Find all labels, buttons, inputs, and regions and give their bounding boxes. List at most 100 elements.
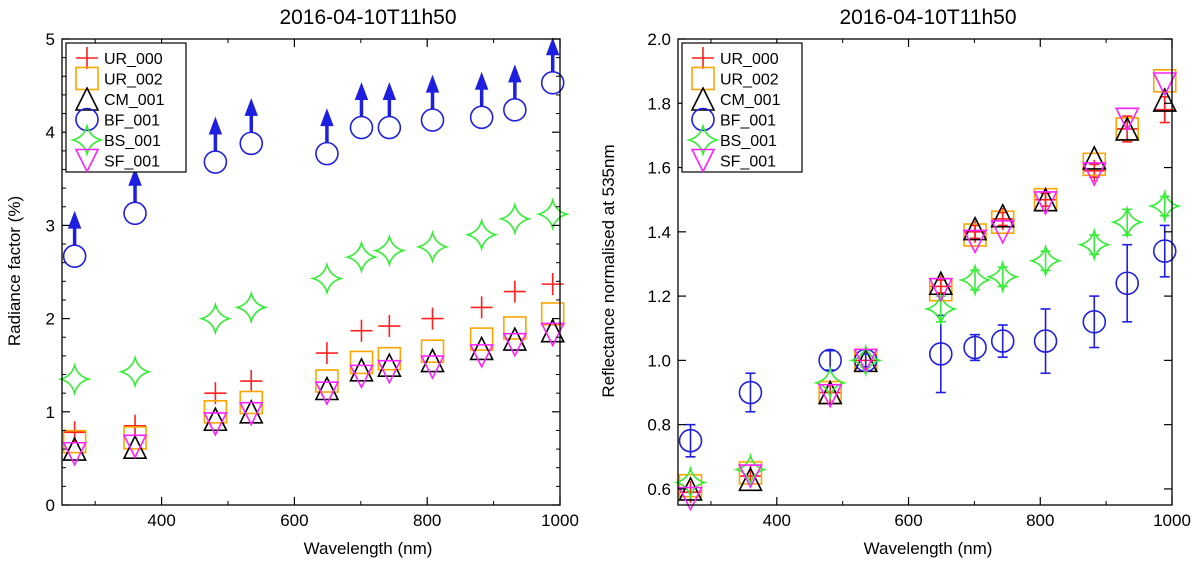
data-marks bbox=[57, 37, 570, 467]
data-point bbox=[962, 215, 988, 241]
x-tick-label: 1000 bbox=[1153, 511, 1191, 530]
data-point bbox=[122, 434, 148, 460]
data-point bbox=[420, 347, 445, 373]
data-point bbox=[1082, 310, 1107, 334]
data-point bbox=[990, 329, 1015, 353]
legend-label: UR_002 bbox=[104, 72, 163, 89]
lower-limit-arrow-head bbox=[474, 71, 489, 90]
data-point bbox=[314, 375, 340, 401]
data-point bbox=[469, 344, 494, 369]
x-tick-label: 400 bbox=[147, 511, 175, 530]
data-point bbox=[1114, 107, 1140, 133]
data-point bbox=[238, 401, 264, 427]
y-tick-label: 0.6 bbox=[647, 480, 671, 499]
lower-limit-arrow-head bbox=[244, 97, 258, 116]
legend-label: UR_000 bbox=[720, 51, 779, 68]
data-point bbox=[738, 466, 763, 492]
legend-marker bbox=[691, 107, 715, 132]
data-point bbox=[990, 202, 1016, 228]
data-point bbox=[963, 223, 987, 247]
data-point bbox=[733, 452, 768, 487]
y-tick-label: 1.2 bbox=[647, 287, 671, 306]
y-tick-label: 5 bbox=[46, 30, 55, 49]
data-point bbox=[497, 201, 532, 236]
data-point bbox=[315, 342, 338, 365]
data-point bbox=[1081, 162, 1107, 187]
y-tick-label: 0.8 bbox=[647, 416, 671, 435]
data-point bbox=[1115, 271, 1140, 296]
legend-label: BF_001 bbox=[104, 113, 160, 130]
series-sf-001 bbox=[678, 72, 1178, 512]
normalised-reflectance-chart: 2016-04-10T11h50 Wavelength (nm) Reflect… bbox=[599, 6, 1191, 558]
data-point bbox=[1114, 116, 1140, 141]
data-point bbox=[958, 262, 993, 298]
data-point bbox=[673, 465, 708, 500]
radiance-factor-chart: 2016-04-10T11h50 Wavelength (nm) Radianc… bbox=[5, 6, 579, 558]
data-point bbox=[469, 335, 494, 361]
data-point bbox=[62, 429, 87, 454]
x-tick-label: 800 bbox=[1026, 511, 1054, 530]
y-tick-label: 1.6 bbox=[647, 159, 671, 178]
data-point bbox=[535, 197, 570, 232]
legend-label: CM_001 bbox=[720, 92, 781, 109]
axis-ticks: 400 600 800 1000 0.6 0.8 1.0 1.2 1.4 1.6 1.8 2.0 bbox=[647, 30, 1191, 530]
data-point bbox=[540, 322, 565, 348]
x-tick-label: 400 bbox=[763, 511, 791, 530]
data-point bbox=[817, 379, 843, 405]
data-point bbox=[349, 350, 374, 375]
legend-item: UR_000 bbox=[692, 47, 779, 69]
data-point bbox=[377, 359, 402, 385]
series-cm-001 bbox=[678, 87, 1178, 501]
data-point bbox=[464, 217, 499, 252]
data-point bbox=[1152, 68, 1177, 93]
legend-marker bbox=[690, 148, 716, 174]
data-marks bbox=[673, 68, 1182, 512]
legend-marker bbox=[692, 47, 714, 69]
legend-marker bbox=[76, 47, 98, 69]
data-point bbox=[124, 414, 147, 437]
x-tick-label: 600 bbox=[280, 511, 308, 530]
data-point bbox=[378, 315, 401, 338]
x-tick-label: 1000 bbox=[541, 511, 579, 530]
data-point bbox=[928, 277, 954, 303]
legend-label: UR_000 bbox=[104, 51, 163, 68]
data-point bbox=[540, 302, 565, 326]
y-tick-label: 0 bbox=[46, 496, 55, 515]
legend-marker bbox=[74, 86, 100, 111]
data-point bbox=[1152, 72, 1178, 97]
data-point bbox=[1147, 189, 1182, 224]
chart-title: 2016-04-10T11h50 bbox=[279, 6, 456, 29]
series-cm-001 bbox=[62, 317, 565, 461]
data-point bbox=[377, 346, 402, 371]
data-point bbox=[122, 434, 148, 460]
data-point bbox=[678, 486, 703, 512]
plot-frame bbox=[61, 38, 561, 506]
data-point bbox=[377, 115, 402, 140]
data-point bbox=[314, 381, 340, 406]
data-point bbox=[1152, 239, 1177, 263]
data-point bbox=[1028, 243, 1063, 278]
legend-item: BF_001 bbox=[75, 107, 160, 132]
data-point bbox=[1033, 191, 1058, 216]
y-axis-label: Radiance factor (%) bbox=[5, 196, 24, 346]
y-tick-label: 1.4 bbox=[647, 223, 671, 242]
data-point bbox=[118, 354, 153, 389]
data-point bbox=[415, 229, 450, 264]
data-point bbox=[1033, 329, 1058, 353]
y-tick-label: 3 bbox=[46, 216, 55, 235]
y-tick-label: 1.0 bbox=[647, 351, 671, 370]
data-point bbox=[420, 355, 445, 380]
lower-limit-arrow-head bbox=[67, 210, 82, 229]
y-axis-label: Reflectance normalised at 535nm bbox=[599, 144, 618, 397]
lower-limit-arrow-head bbox=[425, 74, 440, 93]
legend-item: CM_001 bbox=[690, 86, 781, 111]
data-point bbox=[503, 98, 527, 122]
data-point bbox=[421, 307, 444, 330]
data-point bbox=[349, 364, 374, 390]
series-bs-001 bbox=[673, 189, 1182, 500]
data-point bbox=[309, 261, 344, 296]
data-point bbox=[848, 343, 883, 378]
data-point bbox=[344, 240, 379, 275]
legend-item: BS_001 bbox=[69, 122, 161, 158]
legend-label: BF_001 bbox=[720, 113, 776, 130]
